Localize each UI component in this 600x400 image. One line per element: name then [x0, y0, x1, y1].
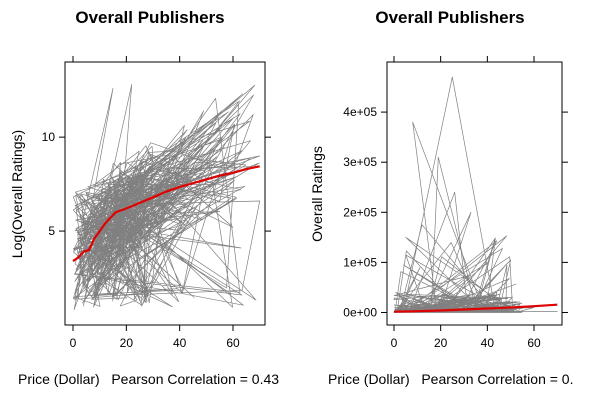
x-tick-label: 20 [434, 336, 448, 350]
x-tick-label: 60 [527, 336, 541, 350]
panel-2-frame [386, 61, 563, 326]
panel-2-title: Overall Publishers [375, 8, 524, 27]
panel-2: Overall Publishers 0 20 40 60 0e+00 1e+05 2e+0… [309, 8, 574, 387]
trend-line [72, 165, 260, 263]
x-tick-label: 60 [226, 336, 240, 350]
y-tick-label: 3e+05 [343, 155, 377, 169]
panel-2-xlabel: Price (Dollar) Pearson Correlation = 0. [328, 371, 574, 387]
y-tick-label: 1e+05 [343, 255, 377, 269]
y-tick-label: 5 [48, 224, 55, 238]
y-tick-label: 0e+00 [343, 305, 377, 319]
panel-2-trend [393, 303, 558, 313]
panel-2-ticks: 0 20 40 60 0e+00 1e+05 2e+05 3e+05 4e+05 [343, 56, 568, 350]
x-tick-label: 0 [391, 336, 398, 350]
panel-2-ylabel: Overall Ratings [309, 146, 325, 242]
panel-1-title: Overall Publishers [75, 8, 224, 27]
raw-series-line [72, 84, 261, 311]
panel-1-frame [64, 61, 266, 326]
x-tick-label: 40 [481, 336, 495, 350]
panel-1-xlabel: Price (Dollar) Pearson Correlation = 0.4… [18, 371, 279, 387]
y-tick-label: 10 [42, 130, 56, 144]
x-tick-label: 0 [70, 336, 77, 350]
x-tick-label: 20 [120, 336, 134, 350]
panel-1-ticks: 0 20 40 60 5 10 [42, 56, 271, 350]
panel-1: Overall Publishers 0 20 40 60 5 10 Log(Overal… [9, 8, 279, 387]
panel-1-raw-lines [72, 84, 261, 311]
panel-1-trend [72, 165, 260, 263]
panel-1-ylabel: Log(Overall Ratings) [9, 130, 25, 258]
panel-2-raw-lines [393, 76, 558, 313]
raw-series-line [393, 76, 558, 313]
x-tick-label: 40 [173, 336, 187, 350]
trend-line [393, 303, 558, 313]
y-tick-label: 2e+05 [343, 205, 377, 219]
y-tick-label: 4e+05 [343, 105, 377, 119]
